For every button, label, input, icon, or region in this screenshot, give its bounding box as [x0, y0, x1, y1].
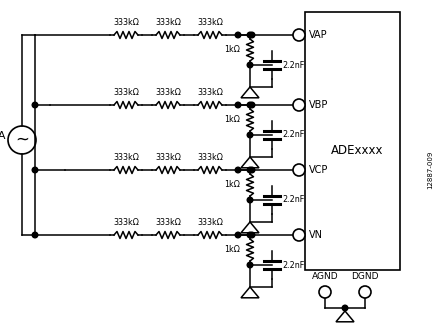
Text: 2.2nF: 2.2nF: [281, 260, 303, 270]
Circle shape: [235, 102, 240, 108]
Text: 333kΩ: 333kΩ: [197, 18, 223, 27]
Circle shape: [247, 262, 252, 268]
Circle shape: [293, 99, 304, 111]
Text: 2.2nF: 2.2nF: [281, 130, 303, 140]
Text: 333kΩ: 333kΩ: [155, 18, 181, 27]
Circle shape: [32, 167, 38, 173]
Circle shape: [293, 164, 304, 176]
Text: 333kΩ: 333kΩ: [113, 88, 138, 97]
Text: 333kΩ: 333kΩ: [155, 153, 181, 162]
Text: 12887-009: 12887-009: [426, 151, 432, 189]
Text: VCP: VCP: [308, 165, 328, 175]
Circle shape: [32, 232, 38, 238]
Text: 2.2nF: 2.2nF: [281, 60, 303, 70]
Text: 333kΩ: 333kΩ: [113, 18, 138, 27]
Text: VN: VN: [308, 230, 322, 240]
Circle shape: [247, 32, 252, 38]
Text: 333kΩ: 333kΩ: [197, 88, 223, 97]
Text: 2.2nF: 2.2nF: [281, 195, 303, 205]
Text: 1kΩ: 1kΩ: [224, 246, 240, 254]
Circle shape: [358, 286, 370, 298]
Circle shape: [293, 29, 304, 41]
Circle shape: [318, 286, 330, 298]
Text: 1kΩ: 1kΩ: [224, 46, 240, 54]
Circle shape: [249, 232, 254, 238]
Text: VA: VA: [0, 131, 6, 141]
Circle shape: [249, 102, 254, 108]
Circle shape: [247, 167, 252, 173]
Text: 333kΩ: 333kΩ: [113, 218, 138, 227]
Circle shape: [342, 305, 347, 311]
Text: 333kΩ: 333kΩ: [113, 153, 138, 162]
Circle shape: [247, 132, 252, 138]
Circle shape: [247, 102, 252, 108]
Circle shape: [247, 232, 252, 238]
Text: 333kΩ: 333kΩ: [197, 153, 223, 162]
Text: ~: ~: [15, 131, 29, 149]
Circle shape: [293, 229, 304, 241]
Text: VBP: VBP: [308, 100, 328, 110]
Text: 333kΩ: 333kΩ: [155, 218, 181, 227]
Circle shape: [249, 167, 254, 173]
Bar: [304, 12, 399, 270]
Text: 1kΩ: 1kΩ: [224, 181, 240, 189]
Circle shape: [32, 102, 38, 108]
Circle shape: [235, 32, 240, 38]
Circle shape: [247, 197, 252, 203]
Circle shape: [235, 167, 240, 173]
Text: ADExxxx: ADExxxx: [330, 145, 383, 157]
Text: DGND: DGND: [350, 272, 378, 281]
Text: VAP: VAP: [308, 30, 327, 40]
Text: AGND: AGND: [311, 272, 338, 281]
Circle shape: [249, 32, 254, 38]
Circle shape: [247, 62, 252, 68]
Text: 333kΩ: 333kΩ: [155, 88, 181, 97]
Text: 1kΩ: 1kΩ: [224, 115, 240, 124]
Circle shape: [235, 232, 240, 238]
Text: 333kΩ: 333kΩ: [197, 218, 223, 227]
